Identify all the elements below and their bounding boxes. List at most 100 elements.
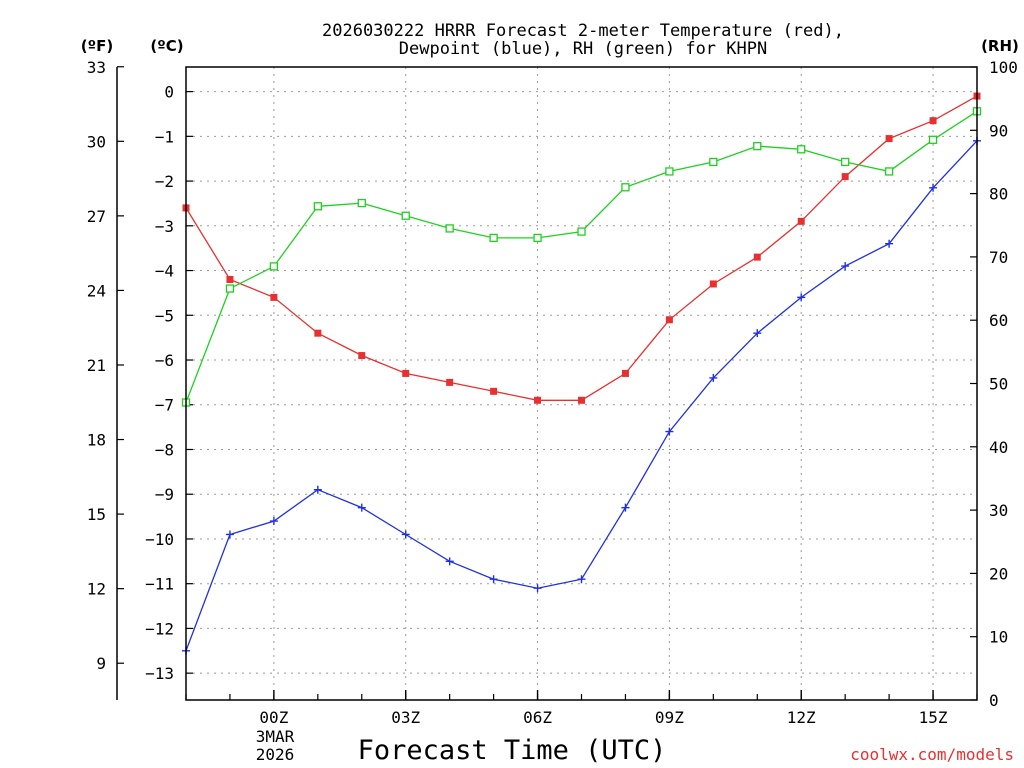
rh-point <box>884 167 894 176</box>
dewpoint-point <box>665 427 674 436</box>
dewpoint-point <box>797 293 806 302</box>
temperature-point <box>402 369 410 377</box>
celsius-tick-label: −5 <box>155 306 174 325</box>
rh-tick-label: 10 <box>989 628 1008 647</box>
rh-axis: 0 10 20 30 40 50 60 70 80 90 100 <box>970 58 1018 710</box>
temperature-point <box>841 173 849 181</box>
rh-point <box>313 202 322 211</box>
celsius-axis: 0 −1 −2 −3 −4 −5 −6 −7 −8 −9 −10 −11 −12 −13 <box>145 83 193 683</box>
temperature-point <box>753 253 761 261</box>
temperature-point <box>270 293 278 301</box>
x-tick-label: 09Z <box>655 708 684 727</box>
fahrenheit-tick-label: 9 <box>96 654 106 673</box>
rh-point <box>797 145 806 154</box>
dewpoint-point <box>313 485 322 494</box>
rh-point <box>841 157 850 167</box>
dewpoint-point <box>841 262 850 271</box>
rh-tick-label: 30 <box>989 501 1008 520</box>
dewpoint-point <box>709 373 718 382</box>
date-label-year: 2026 <box>256 745 295 764</box>
rh-point <box>445 224 454 233</box>
rh-point <box>533 233 542 243</box>
celsius-tick-label: 0 <box>164 83 174 102</box>
rh-point <box>225 284 235 293</box>
celsius-tick-label: −12 <box>145 619 174 638</box>
rh-unit-label: (RH) <box>981 37 1019 55</box>
dewpoint-point <box>401 530 410 539</box>
dewpoint-point <box>269 517 278 526</box>
celsius-tick-label: −4 <box>155 262 174 281</box>
fahrenheit-axis: 33 30 27 24 21 18 15 12 9 <box>87 58 124 700</box>
rh-point <box>753 141 762 151</box>
dewpoint-point <box>225 530 234 539</box>
temperature-series <box>182 92 981 404</box>
date-label-month: 3MAR <box>256 727 295 746</box>
rh-tick-label: 90 <box>989 121 1008 140</box>
temperature-point <box>885 135 893 143</box>
rh-tick-label: 20 <box>989 564 1008 583</box>
fahrenheit-unit-label: (ºF) <box>81 37 113 55</box>
x-tick-label: 15Z <box>919 708 948 727</box>
dewpoint-point <box>929 183 938 192</box>
dewpoint-point <box>885 239 894 248</box>
temperature-point <box>665 316 673 324</box>
rh-series <box>181 107 982 407</box>
chart-title: 2026030222 HRRR Forecast 2-meter Tempera… <box>322 21 844 41</box>
series-layer <box>181 92 982 655</box>
celsius-tick-label: −10 <box>145 530 174 549</box>
x-tick-label: 06Z <box>523 708 552 727</box>
x-tick-label: 03Z <box>391 708 420 727</box>
temperature-point <box>621 369 629 377</box>
fahrenheit-tick-label: 21 <box>87 356 106 375</box>
dewpoint-line <box>185 140 978 652</box>
temperature-point <box>314 329 322 337</box>
dewpoint-point <box>533 584 542 593</box>
fahrenheit-tick-label: 33 <box>87 58 106 77</box>
celsius-tick-label: −1 <box>155 127 174 146</box>
celsius-tick-label: −9 <box>155 485 174 504</box>
x-axis-label: Forecast Time (UTC) <box>358 735 667 766</box>
chart-subtitle: Dewpoint (blue), RH (green) for KHPN <box>399 39 767 59</box>
time-axis: 00Z 03Z 06Z 09Z 12Z 15Z <box>185 690 978 727</box>
dewpoint-point <box>489 575 498 584</box>
temperature-line <box>185 95 978 401</box>
rh-tick-label: 70 <box>989 248 1008 267</box>
rh-tick-label: 50 <box>989 375 1008 394</box>
temperature-point <box>709 280 717 288</box>
dewpoint-point <box>357 503 366 512</box>
fahrenheit-tick-label: 12 <box>87 580 106 599</box>
fahrenheit-tick-label: 15 <box>87 505 106 524</box>
rh-point <box>577 227 586 236</box>
fahrenheit-tick-label: 30 <box>87 132 106 151</box>
plot-frame <box>185 66 978 701</box>
temperature-point <box>797 217 805 225</box>
celsius-tick-label: −13 <box>145 664 174 683</box>
rh-tick-label: 0 <box>989 691 999 710</box>
temperature-point <box>490 387 498 395</box>
dewpoint-point <box>753 329 762 338</box>
grid-lines <box>186 67 977 700</box>
rh-point <box>709 157 718 167</box>
dewpoint-series <box>182 136 981 655</box>
rh-point <box>621 183 630 192</box>
celsius-tick-label: −2 <box>155 172 174 191</box>
rh-point <box>269 262 279 271</box>
dewpoint-point <box>445 557 454 566</box>
dewpoint-point <box>621 503 630 512</box>
rh-point <box>489 233 498 243</box>
celsius-tick-label: −7 <box>155 396 174 415</box>
rh-point <box>665 167 674 176</box>
credit-label: coolwx.com/models <box>850 745 1014 764</box>
rh-point <box>357 198 366 208</box>
celsius-tick-label: −8 <box>155 440 174 459</box>
fahrenheit-tick-label: 27 <box>87 207 106 226</box>
x-tick-label: 00Z <box>259 708 288 727</box>
temperature-point <box>226 275 234 283</box>
rh-tick-label: 60 <box>989 311 1008 330</box>
rh-tick-label: 80 <box>989 185 1008 204</box>
rh-point <box>928 135 938 144</box>
dewpoint-point <box>577 575 586 584</box>
fahrenheit-tick-label: 24 <box>87 281 106 300</box>
temperature-point <box>358 352 366 360</box>
